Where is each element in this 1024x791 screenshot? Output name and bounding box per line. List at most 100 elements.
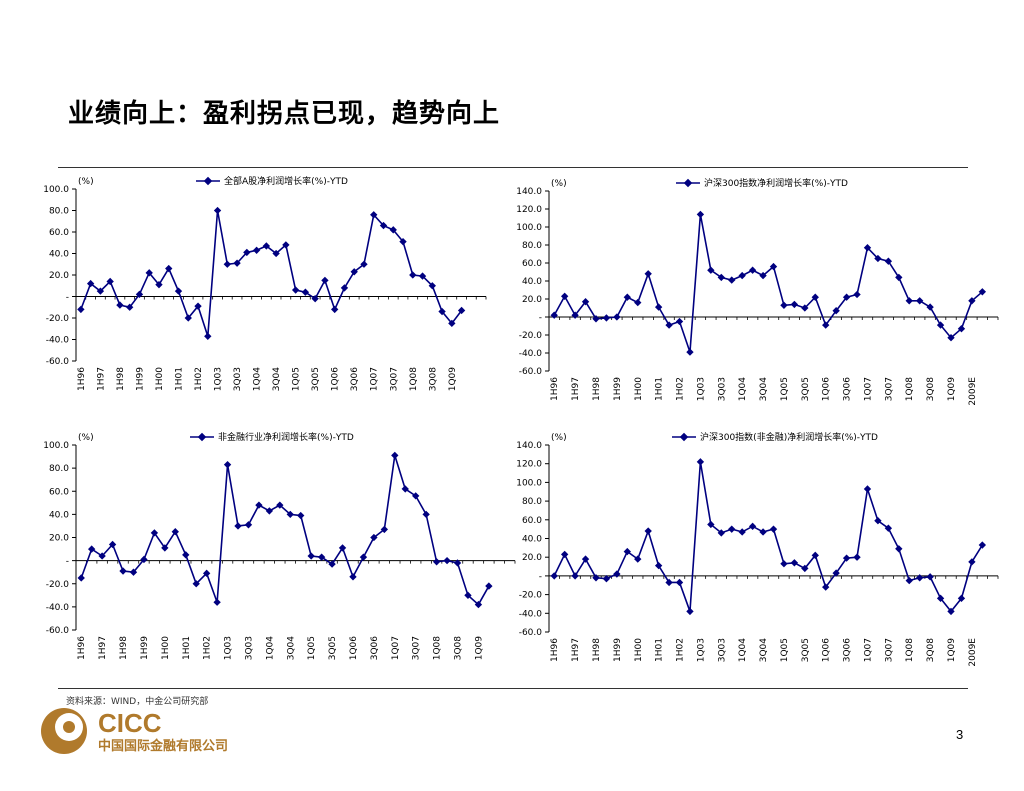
x-tick-label: 1H02 bbox=[203, 636, 213, 660]
data-point bbox=[443, 556, 451, 565]
data-point bbox=[801, 304, 809, 312]
data-point bbox=[96, 287, 105, 295]
x-tick-label: 1Q08 bbox=[905, 377, 915, 402]
unit-label: (%) bbox=[551, 433, 567, 443]
data-point bbox=[418, 272, 427, 280]
y-tick-label: 100.0 bbox=[516, 478, 542, 488]
logo-name: CICC bbox=[98, 708, 162, 738]
data-point bbox=[895, 545, 903, 553]
data-point bbox=[272, 249, 280, 258]
data-point bbox=[581, 555, 590, 563]
x-tick-label: 3Q04 bbox=[272, 367, 282, 392]
x-tick-label: 3Q05 bbox=[328, 636, 338, 660]
data-point bbox=[926, 303, 934, 311]
data-point bbox=[592, 574, 600, 582]
chart-csi300: (%) 沪深300指数净利润增长率(%)-YTD-60.0-40.0-20.0-2… bbox=[516, 177, 999, 406]
y-tick-label: 100.0 bbox=[516, 223, 542, 233]
data-point bbox=[592, 315, 600, 323]
data-point bbox=[968, 297, 976, 305]
x-tick-label: 2009E bbox=[968, 638, 978, 667]
data-point bbox=[780, 301, 788, 309]
series-line bbox=[553, 461, 984, 613]
y-tick-label: 60.0 bbox=[522, 516, 542, 526]
data-point bbox=[560, 292, 569, 300]
y-tick-label: 100.0 bbox=[43, 185, 69, 195]
data-point bbox=[623, 293, 631, 301]
source-note: 资料来源：WIND，中金公司研究部 bbox=[66, 697, 209, 707]
y-tick-label: 120.0 bbox=[516, 460, 542, 470]
y-tick-label: 100.0 bbox=[43, 441, 69, 451]
x-tick-label: 1Q06 bbox=[822, 638, 832, 663]
data-point bbox=[349, 573, 357, 581]
x-tick-label: 1H00 bbox=[634, 638, 644, 662]
data-point bbox=[895, 273, 903, 282]
series-line bbox=[80, 455, 490, 606]
x-tick-label: 1Q08 bbox=[433, 636, 443, 661]
y-tick-label: -60.0 bbox=[46, 357, 70, 367]
x-tick-label: 1H98 bbox=[119, 636, 129, 660]
x-tick-label: 1H98 bbox=[592, 377, 602, 401]
series-line bbox=[80, 210, 463, 337]
data-point bbox=[223, 260, 231, 268]
data-point bbox=[438, 307, 446, 316]
chart-non-financial: (%) 非金融行业净利润增长率(%)-YTD-60.0-40.0-20.0-20.… bbox=[43, 431, 516, 661]
data-point bbox=[391, 451, 399, 460]
y-tick-label: - bbox=[539, 572, 542, 582]
x-tick-label: 1Q08 bbox=[905, 638, 915, 663]
data-point bbox=[748, 266, 757, 274]
x-tick-label: 1H98 bbox=[592, 638, 602, 662]
data-point bbox=[916, 297, 924, 305]
x-tick-label: 1H01 bbox=[655, 377, 665, 401]
y-tick-label: -60.0 bbox=[519, 367, 543, 377]
x-tick-label: 3Q06 bbox=[370, 636, 380, 661]
x-tick-label: 1H02 bbox=[676, 638, 686, 662]
data-point bbox=[432, 558, 441, 566]
y-tick-label: -20.0 bbox=[519, 331, 543, 341]
x-tick-label: 3Q08 bbox=[454, 636, 464, 661]
x-tick-label: 1Q08 bbox=[409, 367, 419, 392]
x-tick-label: 1Q04 bbox=[738, 377, 748, 402]
data-point bbox=[905, 297, 913, 305]
data-point bbox=[412, 492, 420, 500]
y-tick-label: -60.0 bbox=[519, 628, 543, 638]
x-tick-label: 3Q05 bbox=[801, 377, 811, 401]
data-point bbox=[780, 560, 788, 568]
x-tick-label: 3Q04 bbox=[759, 377, 769, 402]
data-point bbox=[790, 559, 799, 567]
data-point bbox=[116, 301, 124, 309]
y-tick-label: - bbox=[66, 557, 69, 567]
x-tick-label: 1H96 bbox=[550, 377, 560, 401]
legend-text: 全部A股净利润增长率(%)-YTD bbox=[224, 175, 348, 187]
data-point bbox=[301, 288, 310, 296]
data-point bbox=[634, 298, 642, 307]
y-tick-label: -20.0 bbox=[519, 591, 543, 601]
y-tick-label: 80.0 bbox=[522, 241, 542, 251]
x-tick-label: 1Q07 bbox=[370, 367, 380, 391]
data-point bbox=[379, 221, 388, 230]
top-rule bbox=[58, 167, 968, 168]
data-point bbox=[728, 276, 736, 284]
data-point bbox=[165, 264, 173, 273]
data-point bbox=[686, 348, 694, 356]
data-point bbox=[262, 242, 271, 250]
data-point bbox=[389, 226, 397, 234]
data-point bbox=[252, 246, 261, 254]
data-point bbox=[321, 276, 329, 285]
y-tick-label: 20.0 bbox=[522, 295, 542, 305]
data-point bbox=[311, 294, 319, 303]
x-tick-label: 1Q06 bbox=[331, 367, 341, 392]
x-tick-label: 1H96 bbox=[77, 636, 87, 660]
data-point bbox=[182, 551, 190, 559]
data-point bbox=[291, 286, 300, 294]
data-point bbox=[978, 541, 987, 549]
x-tick-label: 1Q03 bbox=[214, 367, 224, 391]
x-tick-label: 1Q07 bbox=[863, 377, 873, 401]
data-point bbox=[145, 269, 153, 277]
legend-marker bbox=[683, 178, 693, 188]
data-point bbox=[126, 303, 134, 311]
x-tick-label: 1Q04 bbox=[738, 638, 748, 663]
x-tick-label: 1Q05 bbox=[292, 367, 302, 391]
data-point bbox=[399, 237, 407, 246]
legend-text: 沪深300指数净利润增长率(%)-YTD bbox=[704, 177, 848, 189]
x-tick-label: 1Q05 bbox=[307, 636, 317, 660]
